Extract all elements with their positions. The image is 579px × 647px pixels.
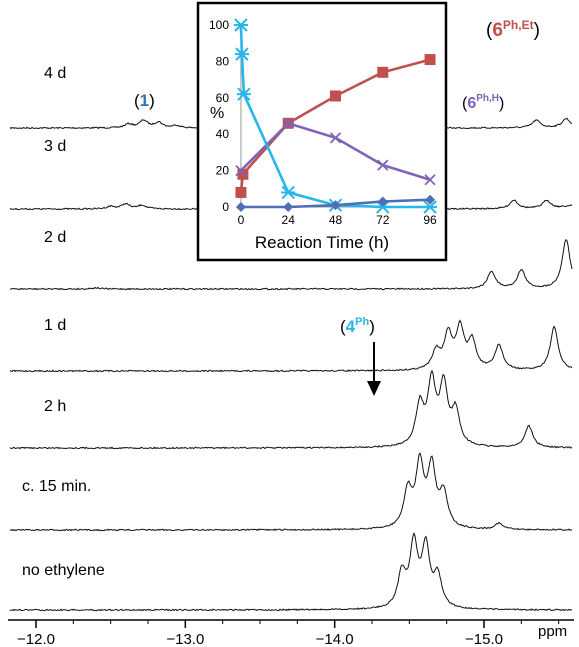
data-point-asterisk	[236, 87, 251, 101]
inset-y-tick-label: 60	[216, 91, 230, 105]
data-point-square	[330, 90, 341, 102]
inset-x-tick-label: 72	[376, 213, 390, 227]
data-point-asterisk	[234, 47, 249, 61]
inset-x-tick-label: 24	[282, 213, 296, 227]
trace-label: no ethylene	[22, 562, 105, 579]
inset-y-tick-label: 80	[216, 54, 230, 68]
inset-y-tick-label: 0	[222, 200, 229, 214]
spectrum-trace	[9, 238, 573, 291]
trace-label: 4 d	[44, 65, 66, 82]
annotation-label: (1)	[134, 91, 155, 110]
annotation-label: (6Ph,Et)	[486, 18, 540, 41]
inset-x-axis-label: Reaction Time (h)	[255, 233, 389, 252]
spectrum-trace	[9, 531, 573, 612]
data-point-diamond	[283, 202, 294, 212]
trace-label: 2 d	[44, 229, 66, 246]
ppm-tick-label: −15.0	[465, 631, 503, 647]
ppm-tick-label: −13.0	[166, 631, 204, 647]
ppm-axis: −12.0 −13.0 −14.0 −15.0 ppm	[8, 619, 574, 647]
trace-label: c. 15 min.	[22, 478, 91, 495]
data-point-asterisk	[233, 18, 248, 32]
inset-x-tick-label: 96	[423, 213, 437, 227]
inset-kinetics-chart: 0 20 40 60 80 100 0 24 48 72 96% Reaction Time (h)	[196, 1, 448, 262]
inset-y-tick-label: 20	[216, 164, 230, 178]
inset-frame	[196, 1, 448, 262]
data-point-cross	[377, 159, 389, 171]
ppm-axis-label: ppm	[538, 623, 567, 640]
trace-label: 1 d	[44, 317, 66, 334]
stacked-spectra: 4 d 3 d 2 d 1 d 2 h c. 15 min. no ethylene	[9, 65, 573, 612]
data-point-square	[424, 54, 436, 66]
annotation-label: (6Ph,H)	[462, 93, 504, 112]
data-point-cross	[235, 164, 247, 177]
peak-annotations: (1) (6Ph,Et) (6Ph,H) (4Ph)	[134, 18, 540, 396]
inset-y-tick-label: 100	[209, 18, 229, 32]
ppm-tick-label: −12.0	[17, 631, 55, 647]
data-point-asterisk	[423, 200, 438, 214]
spectrum-trace	[9, 452, 573, 532]
annotation-label: (4Ph)	[340, 316, 375, 336]
spectrum-trace	[9, 319, 573, 373]
data-point-diamond	[330, 200, 341, 211]
data-point-diamond	[425, 194, 436, 205]
spectrum-trace	[9, 369, 573, 450]
data-point-diamond	[235, 202, 246, 212]
trace-label: 3 d	[44, 138, 66, 155]
annotation-arrow-head	[367, 381, 381, 396]
data-point-cross	[282, 117, 294, 129]
data-point-square	[235, 186, 247, 198]
inset-x-tick-label: 0	[238, 213, 245, 227]
inset-x-tick-label: 48	[329, 213, 343, 227]
data-point-square	[377, 66, 389, 78]
data-point-cross	[424, 174, 436, 186]
ppm-tick-label: −14.0	[316, 631, 354, 647]
data-point-asterisk	[281, 185, 296, 200]
inset-series	[235, 117, 436, 186]
trace-label: 2 h	[44, 398, 66, 415]
data-point-diamond	[377, 196, 388, 207]
data-point-square	[237, 168, 249, 180]
inset-series	[235, 194, 436, 212]
inset-y-tick-label: 40	[216, 127, 230, 141]
inset-y-axis-label: %	[210, 105, 224, 122]
inset-series	[233, 18, 438, 214]
data-point-cross	[329, 132, 342, 144]
